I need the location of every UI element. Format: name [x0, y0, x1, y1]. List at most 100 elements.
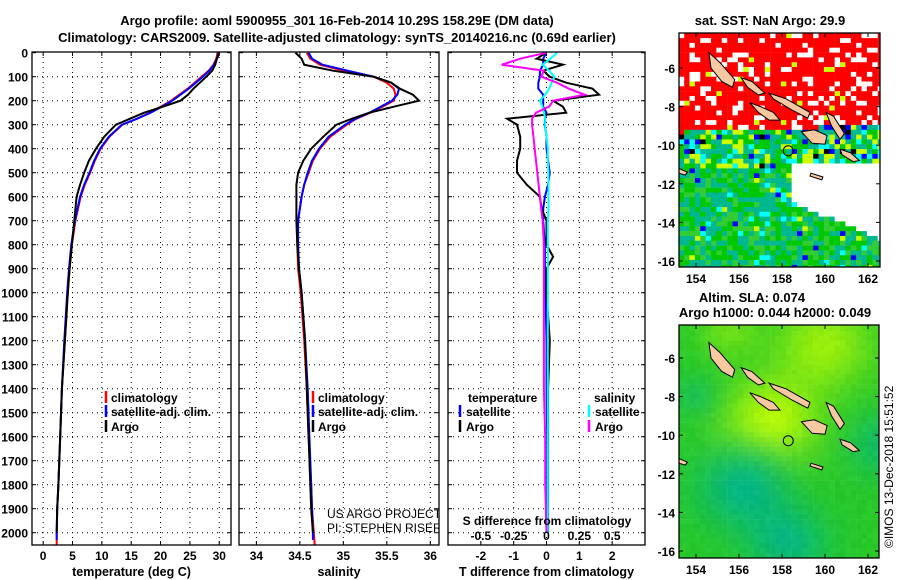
map-cell: [775, 456, 782, 462]
map-cell: [700, 548, 706, 554]
map-cell: [840, 178, 846, 184]
map-cell: [786, 466, 792, 472]
map-cell: [818, 345, 825, 351]
map-cell: [721, 335, 728, 341]
s-tick-label: 0.25: [568, 529, 592, 543]
map-cell: [861, 216, 868, 222]
map-cell: [679, 86, 685, 92]
map-cell: [850, 129, 857, 135]
map-cell: [727, 115, 733, 121]
map-cell: [754, 178, 760, 184]
map-cell: [786, 76, 792, 82]
map-cell: [770, 543, 776, 549]
map-cell: [802, 52, 808, 58]
map-cell: [802, 33, 808, 39]
map-cell: [856, 76, 862, 82]
map-cell: [829, 245, 835, 251]
map-cell: [743, 163, 749, 169]
map-cell: [850, 509, 857, 515]
map-cell: [764, 139, 771, 145]
map-cell: [737, 105, 744, 111]
map-cell: [732, 364, 739, 370]
map-cell: [694, 499, 701, 505]
map-cell: [748, 38, 755, 44]
map-cell: [834, 388, 841, 394]
map-cell: [845, 115, 851, 121]
map-cell: [754, 451, 760, 457]
map-cell: [716, 124, 722, 130]
map-cell: [866, 552, 873, 558]
map-cell: [829, 480, 835, 486]
map-cell: [700, 47, 706, 53]
map-cell: [861, 413, 868, 419]
map-cell: [823, 417, 830, 423]
map-cell: [721, 485, 728, 491]
map-cell: [797, 533, 803, 539]
map-cell: [818, 105, 825, 111]
map-cell: [780, 173, 787, 179]
map-cell: [748, 153, 755, 159]
map-cell: [689, 403, 696, 409]
map-cell: [802, 538, 808, 544]
map-cell: [700, 432, 706, 438]
map-cell: [872, 519, 878, 525]
map-cell: [823, 202, 830, 208]
map-cell: [850, 134, 857, 140]
map-cell: [834, 480, 841, 486]
map-cell: [877, 86, 880, 92]
map-cell: [850, 226, 857, 232]
map-cell: [684, 504, 690, 510]
map-cell: [770, 62, 776, 68]
map-cell: [775, 495, 782, 501]
map-cell: [759, 335, 765, 341]
map-cell: [813, 52, 819, 58]
map-cell: [737, 187, 744, 193]
map-cell: [872, 91, 878, 97]
map-cell: [850, 413, 857, 419]
map-cell: [894, 43, 900, 48]
map-cell: [705, 81, 712, 87]
map-cell: [737, 325, 744, 327]
map-cell: [780, 364, 787, 370]
map-cell: [727, 187, 733, 193]
map-cell: [877, 187, 880, 193]
sst-map-title: sat. SST: NaN Argo: 29.9: [695, 13, 846, 28]
map-cell: [689, 345, 696, 351]
map-cell: [856, 255, 862, 261]
map-cell: [737, 91, 744, 97]
map-cell: [754, 524, 760, 530]
map-cell: [834, 466, 841, 472]
map-cell: [888, 130, 894, 135]
map-cell: [694, 158, 701, 164]
map-cell: [732, 202, 739, 208]
map-cell: [754, 134, 760, 140]
map-cell: [716, 202, 722, 208]
map-cell: [727, 325, 733, 327]
map-cell: [861, 255, 868, 261]
map-cell: [797, 76, 803, 82]
map-cell: [711, 369, 717, 375]
map-cell: [764, 144, 771, 150]
map-cell: [711, 475, 717, 481]
map-cell: [872, 379, 878, 385]
map-cell: [764, 350, 771, 356]
map-cell: [845, 345, 851, 351]
map-cell: [797, 47, 803, 53]
map-cell: [802, 226, 808, 232]
map-cell: [770, 548, 776, 554]
map-cell: [813, 38, 819, 44]
map-cell: [786, 173, 792, 179]
map-cell: [872, 216, 878, 222]
y-tick-label: 600: [8, 191, 28, 205]
map-cell: [797, 437, 803, 443]
map-cell: [775, 432, 782, 438]
map-cell: [700, 105, 706, 111]
map-cell: [775, 264, 782, 267]
map-cell: [861, 211, 868, 217]
x-tick-label: 35.5: [375, 549, 399, 563]
map-cell: [711, 81, 717, 87]
map-cell: [684, 552, 690, 558]
map-cell: [834, 528, 841, 534]
map-cell: [888, 374, 894, 379]
map-cell: [743, 533, 749, 539]
